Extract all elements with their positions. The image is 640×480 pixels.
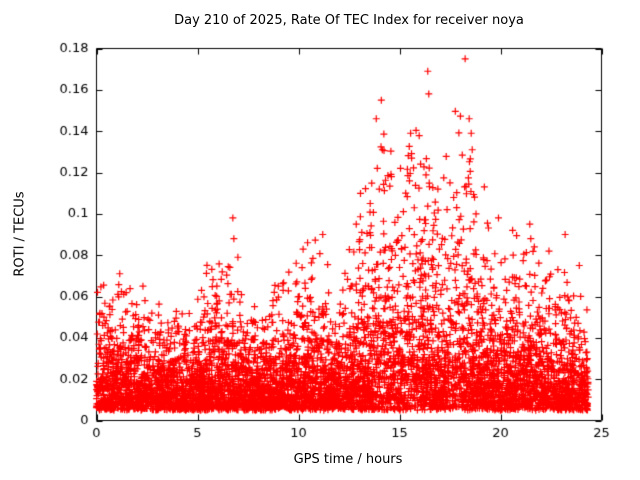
x-axis-label: GPS time / hours xyxy=(293,452,403,467)
y-axis-label: ROTI / TECUs xyxy=(12,191,28,277)
chart-title: Day 210 of 2025, Rate Of TEC Index for r… xyxy=(174,13,524,28)
